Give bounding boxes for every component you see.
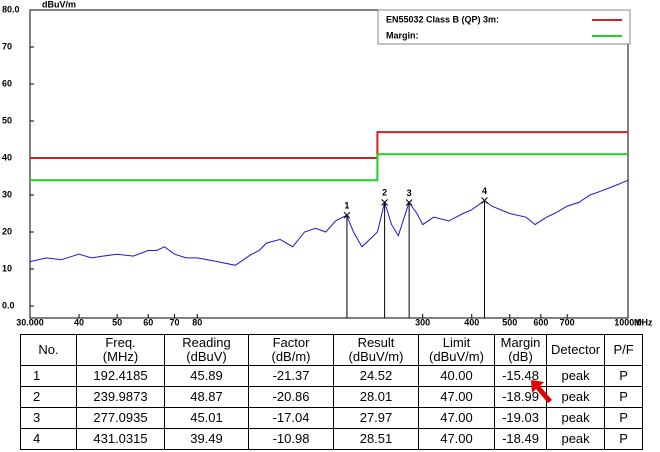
table-row: 2 239.9873 48.87 -20.86 28.01 47.00 -18.99 peak… xyxy=(20,386,644,408)
table-cell: 4 xyxy=(20,428,77,450)
result-table: No. Freq. (MHz) Reading (dBuV) Factor (dB/m… xyxy=(20,334,644,450)
y-tick-label: 30 xyxy=(2,189,12,199)
table-cell: 192.4185 xyxy=(76,365,165,387)
series-line xyxy=(30,131,628,159)
table-cell: Reading (dBuV) xyxy=(164,334,249,366)
table-cell: 47.00 xyxy=(418,407,495,429)
table-cell: 24.52 xyxy=(333,365,419,387)
table-cell: -20.86 xyxy=(248,386,334,408)
marker-x xyxy=(381,199,388,206)
x-tick-label: 700 xyxy=(560,317,575,327)
marker-label: 3 xyxy=(407,188,412,198)
table-cell: 48.87 xyxy=(164,386,249,408)
y-tick-label: 70 xyxy=(2,41,12,51)
y-tick-label: 60 xyxy=(2,78,12,88)
table-cell: -17.04 xyxy=(248,407,334,429)
x-tick-label: 300 xyxy=(415,317,430,327)
table-cell: -21.37 xyxy=(248,365,334,387)
table-cell: 39.49 xyxy=(164,428,249,450)
x-tick-label: 30.000 xyxy=(16,317,44,327)
series-line xyxy=(29,179,629,266)
table-cell: 45.01 xyxy=(164,407,249,429)
table-row: 4 431.0315 39.49 -10.98 28.51 47.00 -18.49 peak… xyxy=(20,428,644,450)
marker-label: 2 xyxy=(382,188,387,198)
table-cell: peak xyxy=(545,407,606,429)
y-tick-label: 80.0 xyxy=(2,4,20,14)
table-cell: P xyxy=(604,386,644,408)
chart: dBuV/m MHz 0.0 10 20 30 40 50 60 70 80.0 30.000 40… xyxy=(2,0,653,327)
legend-box xyxy=(377,9,631,45)
table-cell: 47.00 xyxy=(418,386,495,408)
table-cell: Freq. (MHz) xyxy=(76,334,165,366)
plot-frame xyxy=(29,9,629,319)
table-cell: peak xyxy=(545,428,606,450)
x-tick-label: 60 xyxy=(143,317,153,327)
table-cell: 239.9873 xyxy=(76,386,165,408)
marker-x xyxy=(343,211,351,219)
y-tick-label: 10 xyxy=(2,263,12,273)
legend-label: Margin: xyxy=(386,30,419,40)
y-tick-label: 50 xyxy=(2,115,12,125)
table-cell: -18.99 xyxy=(494,386,547,408)
x-tick-label: 1000.0 xyxy=(614,317,642,327)
table-cell: 28.51 xyxy=(333,428,419,450)
marker xyxy=(405,199,413,206)
y-tick-label: 0.0 xyxy=(2,300,15,310)
x-tick-label: 500 xyxy=(502,317,517,327)
table-cell: 27.97 xyxy=(333,407,419,429)
table-cell: Detector xyxy=(545,334,606,366)
table-cell: 47.00 xyxy=(418,428,495,450)
table-cell: Margin (dB) xyxy=(494,334,547,366)
table-cell: peak xyxy=(545,386,606,408)
table-row: 1 192.4185 45.89 -21.37 24.52 40.00 -15.48 peak… xyxy=(20,365,644,387)
legend-label: EN55032 Class B (QP) 3m: xyxy=(386,14,499,24)
table-cell: -19.03 xyxy=(494,407,547,429)
table-cell: 431.0315 xyxy=(76,428,165,450)
y-tick-label: 20 xyxy=(2,226,12,236)
x-tick-label: 80 xyxy=(192,317,202,327)
table-row: 3 277.0935 45.01 -17.04 27.97 47.00 -19.03 peak… xyxy=(20,407,644,429)
marker-label: 1 xyxy=(344,201,349,211)
table-cell: 1 xyxy=(20,365,77,387)
table-cell: Result (dBuV/m) xyxy=(333,334,419,366)
x-tick-label: 50 xyxy=(112,317,122,327)
table-cell: 45.89 xyxy=(164,365,249,387)
marker xyxy=(381,199,388,206)
table-cell: peak xyxy=(545,365,606,387)
x-tick-label: 70 xyxy=(169,317,179,327)
table-cell: -10.98 xyxy=(248,428,334,450)
table-cell: P xyxy=(604,407,644,429)
table-cell: -18.49 xyxy=(494,428,547,450)
table-row: No. Freq. (MHz) Reading (dBuV) Factor (dB/m… xyxy=(20,334,644,366)
table-cell: Factor (dB/m) xyxy=(248,334,334,366)
table-cell: 40.00 xyxy=(418,365,495,387)
table-cell: P xyxy=(604,365,644,387)
table-cell: 2 xyxy=(20,386,77,408)
marker xyxy=(343,211,351,219)
table-cell: P xyxy=(604,428,644,450)
table-cell: -15.48 xyxy=(494,365,547,387)
table-cell: Limit (dBuV/m) xyxy=(418,334,495,366)
series-line xyxy=(30,153,628,182)
x-axis-label: MHz xyxy=(634,317,653,327)
marker-x xyxy=(481,197,488,204)
table-cell: No. xyxy=(20,334,77,366)
x-tick-label: 600 xyxy=(533,317,548,327)
y-tick-label: 40 xyxy=(2,152,12,162)
table-cell: 277.0935 xyxy=(76,407,165,429)
x-tick-label: 400 xyxy=(464,317,479,327)
x-tick-label: 40 xyxy=(74,317,84,327)
table-cell: P/F xyxy=(604,334,644,366)
y-axis-label: dBuV/m xyxy=(42,0,76,9)
marker-label: 4 xyxy=(482,186,487,196)
marker-x xyxy=(405,199,413,206)
table-cell: 3 xyxy=(20,407,77,429)
marker xyxy=(481,197,488,204)
table-cell: 28.01 xyxy=(333,386,419,408)
